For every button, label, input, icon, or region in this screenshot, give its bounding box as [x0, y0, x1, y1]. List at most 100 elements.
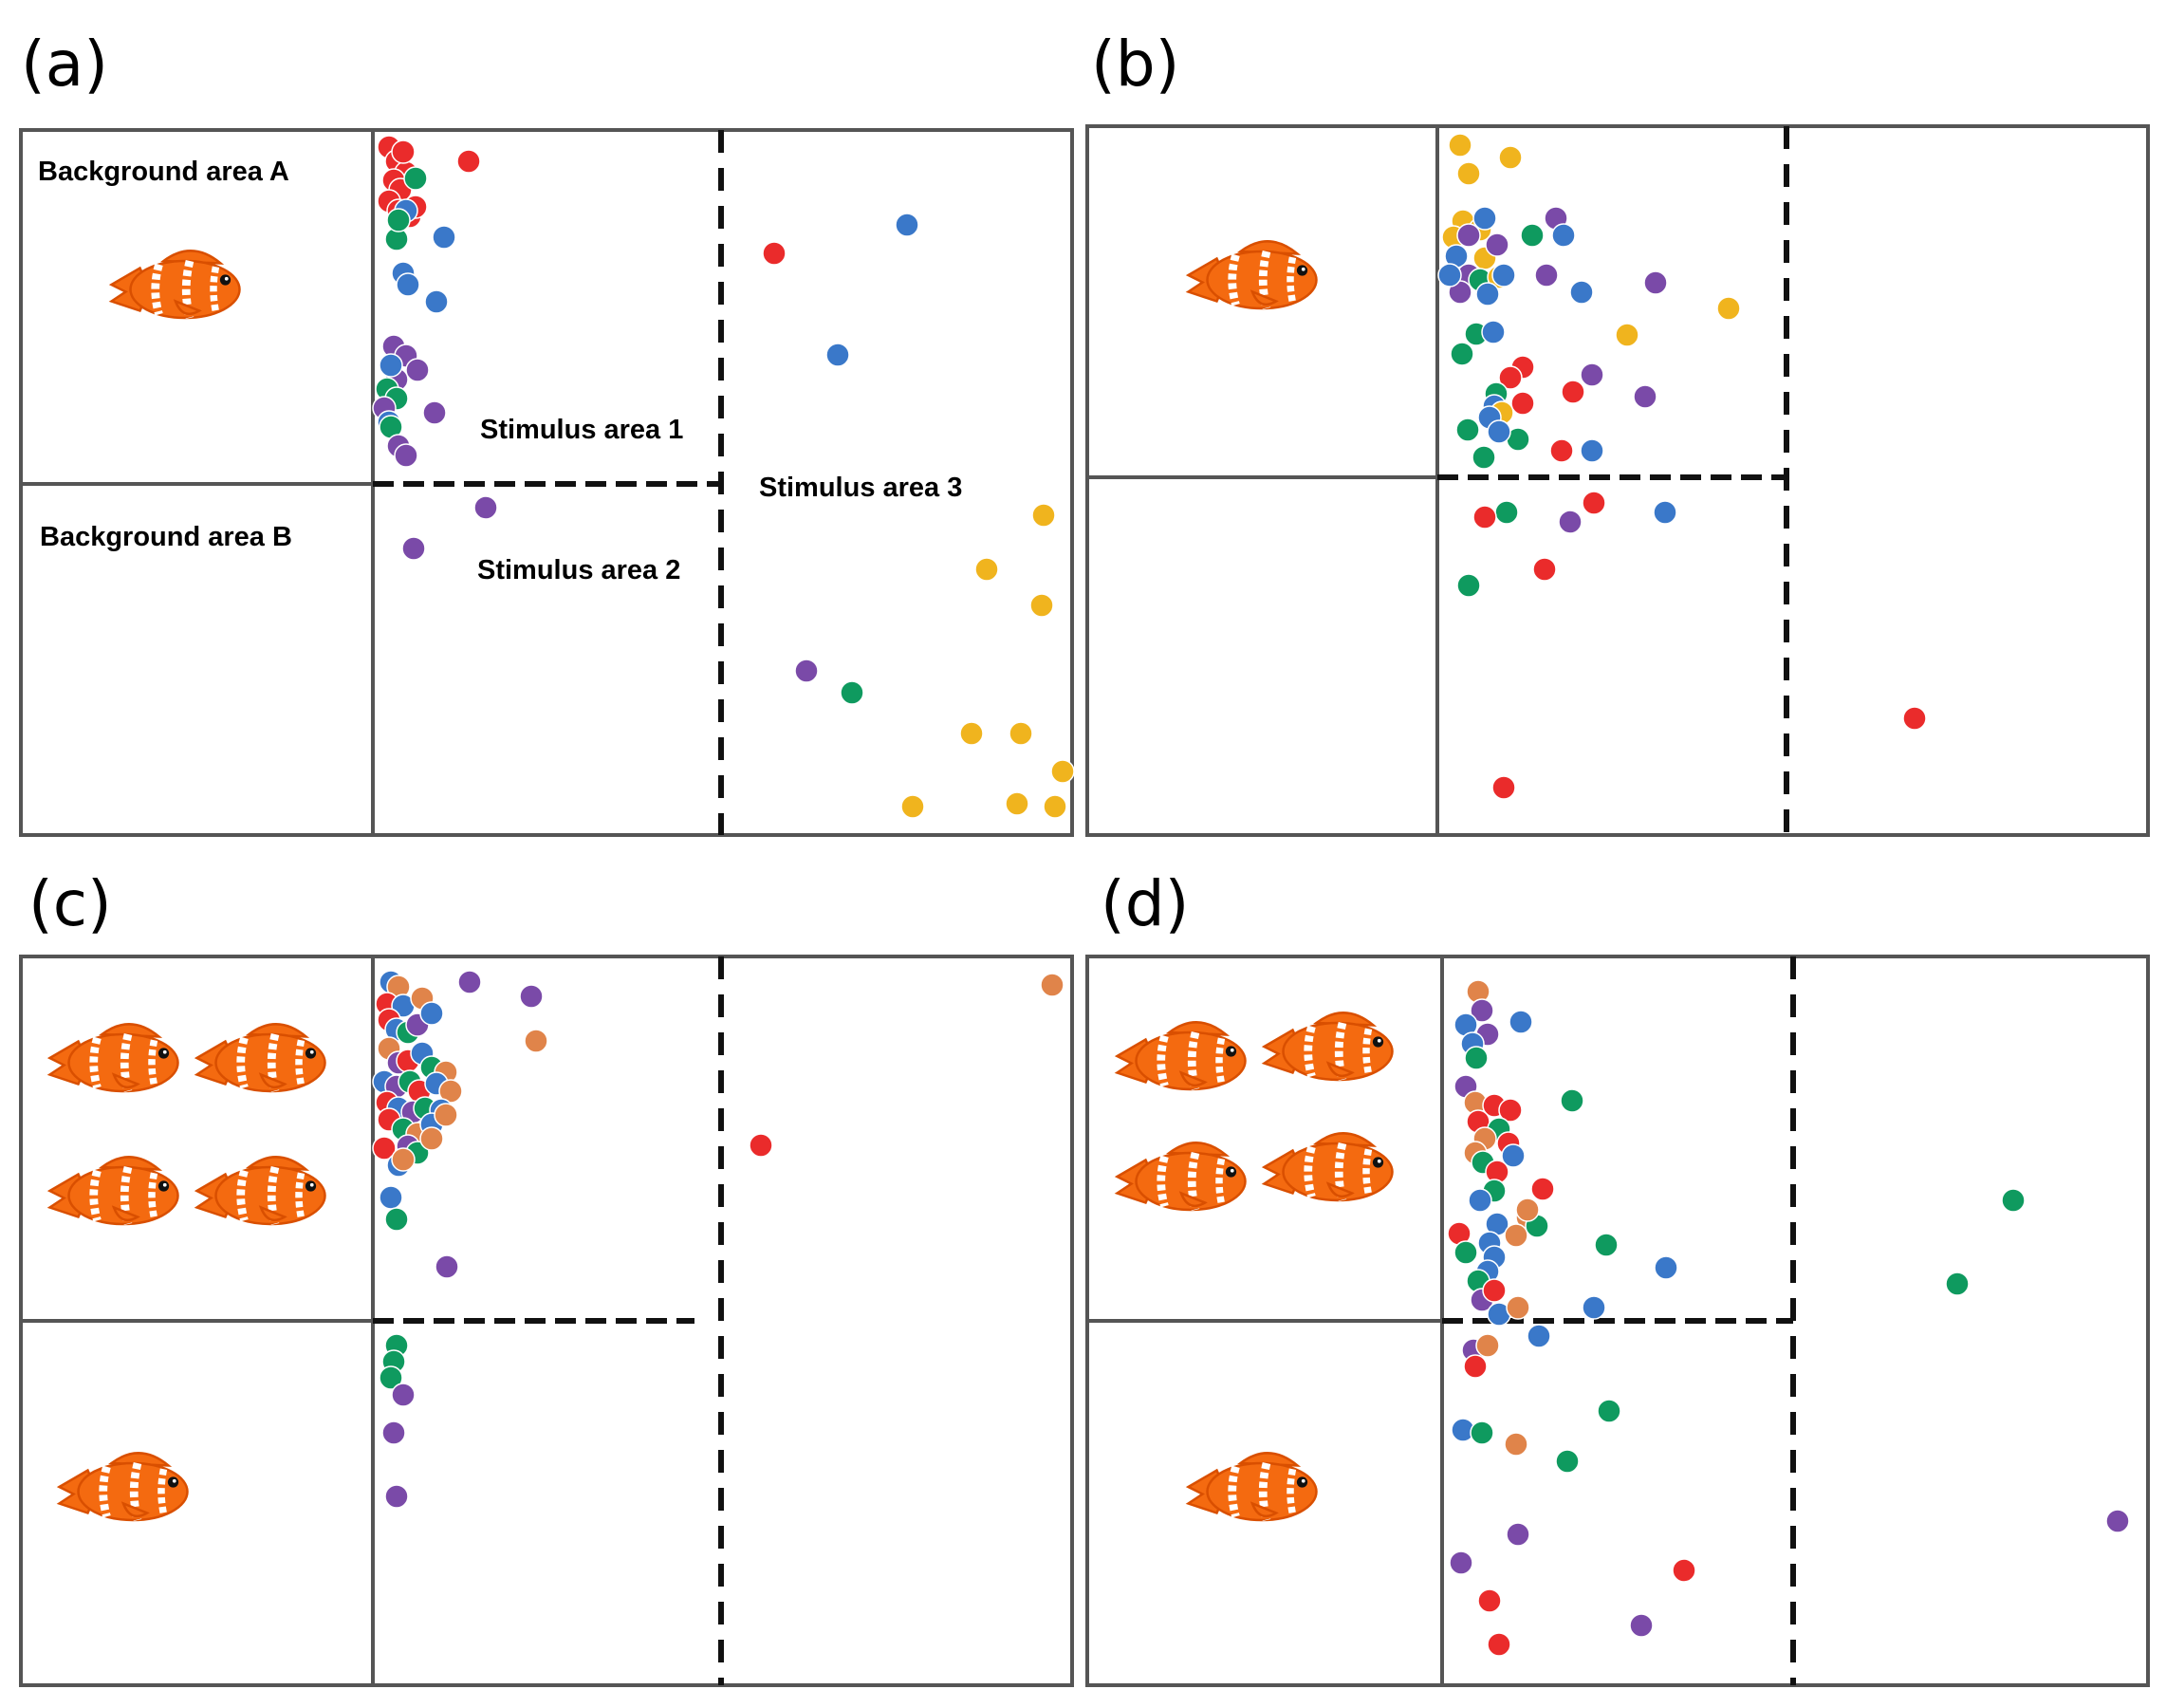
- fish-position-dot-red: [1530, 1177, 1555, 1201]
- fish-position-dot-purple: [381, 1420, 406, 1445]
- stimulus-area-1-label: Stimulus area 1: [480, 415, 683, 445]
- background-area-b-label: Background area B: [40, 522, 292, 552]
- fish-position-dot-yellow: [974, 557, 999, 582]
- fish-position-dot-purple: [394, 443, 418, 468]
- fish-position-dot-red: [1487, 1632, 1511, 1657]
- fish-position-dot-green: [403, 166, 428, 191]
- fish-position-dot-orange: [434, 1103, 458, 1127]
- panel-a: [19, 128, 1074, 837]
- fish-position-dot-yellow: [1005, 791, 1029, 816]
- fish-position-dot-blue: [1582, 1295, 1606, 1320]
- fish-position-dot-orange: [1040, 973, 1064, 997]
- fish-position-dot-orange: [1504, 1432, 1528, 1457]
- fish-position-dot-green: [1494, 500, 1519, 525]
- fish-position-dot-red: [1498, 365, 1523, 390]
- fish-position-dot-orange: [1475, 1333, 1500, 1358]
- panel-label-b: (b): [1091, 28, 1179, 101]
- fish-position-dot-red: [1532, 557, 1557, 582]
- fish-position-dot-purple: [405, 358, 430, 382]
- arena-outline: [1085, 124, 2150, 837]
- fish-position-dot-green: [384, 1207, 409, 1232]
- panel-label-d: (d): [1101, 867, 1189, 940]
- fish-position-dot-blue: [1653, 500, 1677, 525]
- fish-position-dot-purple: [2105, 1509, 2130, 1533]
- fish-position-dot-orange: [391, 1147, 416, 1172]
- fish-position-dot-blue: [1468, 1188, 1492, 1213]
- fish-position-dot-yellow: [900, 794, 925, 819]
- fish-position-dot-red: [1582, 491, 1606, 515]
- fish-position-dot-red: [1498, 1098, 1523, 1123]
- fish-position-dot-blue: [1472, 206, 1497, 231]
- fish-position-dot-purple: [1470, 998, 1494, 1023]
- fish-position-dot-yellow: [1043, 794, 1067, 819]
- fish-position-dot-blue: [1509, 1010, 1533, 1034]
- fish-position-dot-orange: [419, 1126, 444, 1151]
- fish-position-dot-blue: [1437, 263, 1462, 288]
- fish-position-dot-purple: [1485, 232, 1509, 257]
- fish-position-dot-purple: [384, 1484, 409, 1509]
- panel-label-a: (a): [21, 28, 108, 101]
- stimulus-area-2-label: Stimulus area 2: [477, 555, 680, 585]
- fish-position-dot-blue: [1527, 1324, 1551, 1348]
- fish-position-dot-yellow: [1456, 161, 1481, 186]
- fish-position-dot-green: [1597, 1399, 1621, 1423]
- panel-d: [1085, 955, 2150, 1687]
- fish-position-dot-red: [456, 149, 481, 174]
- fish-position-dot-purple: [457, 970, 482, 994]
- fish-position-dot-blue: [1475, 282, 1500, 306]
- fish-position-dot-red: [1510, 391, 1535, 416]
- fish-position-dot-green: [1456, 573, 1481, 598]
- fish-position-dot-yellow: [1498, 145, 1523, 170]
- fish-position-dot-red: [1561, 380, 1585, 404]
- fish-position-dot-red: [1491, 775, 1516, 800]
- fish-position-dot-blue: [1487, 419, 1511, 444]
- fish-position-dot-yellow: [1050, 759, 1075, 784]
- fish-position-dot-yellow: [1716, 296, 1741, 321]
- fish-position-dot-orange: [1506, 1295, 1530, 1320]
- fish-position-dot-blue: [1491, 263, 1516, 288]
- fish-position-dot-blue: [1501, 1143, 1526, 1168]
- fish-position-dot-green: [2001, 1188, 2026, 1213]
- stimulus-area-3-label: Stimulus area 3: [759, 473, 962, 503]
- fish-position-dot-blue: [419, 1001, 444, 1026]
- fish-position-dot-blue: [432, 225, 456, 250]
- fish-position-dot-green: [1594, 1233, 1619, 1257]
- fish-position-dot-purple: [422, 400, 447, 425]
- fish-position-dot-green: [1450, 342, 1474, 366]
- fish-position-dot-orange: [1504, 1223, 1528, 1248]
- fish-position-dot-yellow: [1009, 721, 1033, 746]
- fish-position-dot-red: [1672, 1558, 1696, 1583]
- fish-position-dot-purple: [1580, 362, 1604, 387]
- fish-position-dot-green: [840, 680, 864, 705]
- fish-position-dot-yellow: [1031, 503, 1056, 528]
- fish-position-dot-red: [749, 1133, 773, 1158]
- fish-position-dot-purple: [473, 495, 498, 520]
- fish-position-dot-purple: [1633, 384, 1657, 409]
- fish-position-dot-green: [1470, 1420, 1494, 1445]
- fish-position-dot-red: [1902, 706, 1927, 731]
- fish-position-dot-blue: [1481, 320, 1506, 344]
- fish-position-dot-blue: [825, 343, 850, 367]
- fish-position-dot-blue: [424, 289, 449, 314]
- fish-position-dot-green: [1453, 1240, 1478, 1265]
- fish-position-dot-purple: [794, 659, 819, 683]
- fish-position-dot-red: [762, 241, 787, 266]
- fish-position-dot-red: [391, 139, 416, 164]
- fish-position-dot-purple: [1449, 1550, 1473, 1575]
- fish-position-dot-green: [1520, 223, 1545, 248]
- fish-position-dot-green: [1464, 1046, 1489, 1070]
- fish-position-dot-red: [1477, 1588, 1502, 1613]
- fish-position-dot-blue: [1580, 438, 1604, 463]
- fish-position-dot-purple: [401, 536, 426, 561]
- fish-position-dot-purple: [519, 984, 544, 1009]
- fish-position-dot-purple: [1534, 263, 1559, 288]
- panel-c: [19, 955, 1074, 1687]
- fish-position-dot-purple: [1558, 510, 1583, 534]
- fish-position-dot-blue: [1654, 1255, 1678, 1280]
- fish-position-dot-purple: [1629, 1613, 1654, 1638]
- fish-position-dot-yellow: [1029, 593, 1054, 618]
- panel-label-c: (c): [28, 867, 112, 940]
- fish-position-dot-green: [1472, 445, 1496, 470]
- fish-position-dot-red: [1482, 1278, 1507, 1303]
